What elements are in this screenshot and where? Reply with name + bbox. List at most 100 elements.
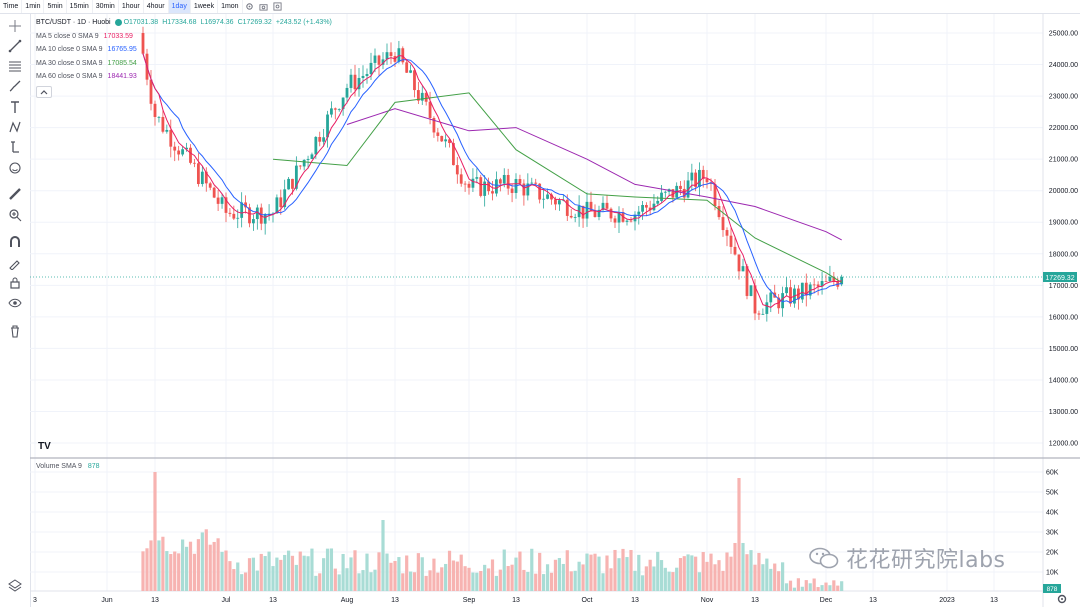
tf-5min[interactable]: 5min	[44, 0, 67, 13]
volume-bar	[656, 551, 660, 591]
candle-body	[373, 55, 377, 63]
volume-bar	[542, 574, 546, 591]
last-volume-label: 878	[1047, 586, 1058, 593]
text-icon[interactable]	[7, 99, 23, 115]
candle-body	[733, 246, 737, 255]
volume-bar	[447, 550, 452, 591]
tf-1week[interactable]: 1week	[191, 0, 219, 13]
tf-1hour[interactable]: 1hour	[119, 0, 144, 13]
volume-bar	[455, 561, 459, 591]
volume-bar	[581, 564, 585, 591]
emoji-icon[interactable]	[7, 160, 23, 176]
measure-icon[interactable]	[7, 139, 23, 155]
ohlc-row: BTC/USDT · 1D · Huobi O17031.38 H17334.6…	[36, 16, 336, 30]
volume-bar	[436, 572, 440, 591]
candle-body	[656, 200, 660, 204]
volume-bar	[286, 550, 291, 591]
volume-bar	[192, 553, 197, 591]
candle-body	[534, 182, 538, 184]
candle-body	[648, 207, 652, 211]
fullscreen-icon[interactable]	[271, 0, 285, 13]
candle-body	[459, 174, 463, 184]
volume-bar	[290, 555, 295, 591]
price-tick-label: 13000.00	[1049, 409, 1078, 416]
zoom-in-icon[interactable]	[7, 207, 23, 223]
candle-body	[357, 77, 361, 90]
camera-icon[interactable]	[257, 0, 271, 13]
candle-body	[189, 147, 192, 163]
layers-icon[interactable]	[7, 577, 23, 593]
volume-bar	[177, 553, 181, 591]
candle-body	[345, 87, 349, 98]
ma5-legend[interactable]: MA 5 close 0 SMA 9 17033.59	[36, 30, 336, 44]
volume-bar	[318, 573, 322, 591]
volume-bar	[609, 568, 613, 591]
volume-bar	[577, 561, 581, 591]
time-tick-label: Aug	[341, 597, 354, 604]
candle-body	[369, 62, 373, 75]
tf-4hour[interactable]: 4hour	[144, 0, 169, 13]
timeframe-bar: Time 1min 5min 15min 30min 1hour 4hour 1…	[0, 0, 1080, 14]
ma30-legend[interactable]: MA 30 close 0 SMA 9 17085.54	[36, 57, 336, 71]
lock-icon[interactable]	[7, 275, 23, 291]
tf-15min[interactable]: 15min	[67, 0, 93, 13]
candle-body	[629, 220, 633, 222]
tf-1day[interactable]: 1day	[168, 0, 191, 13]
ma60-label: MA 60 close 0 SMA 9	[36, 73, 103, 80]
candle-body	[181, 149, 185, 155]
chart-settings-icon[interactable]	[243, 0, 257, 13]
volume-bar	[705, 561, 709, 591]
volume-bar	[267, 551, 271, 591]
low-value: L16974.36	[200, 19, 234, 26]
ma5-line	[142, 53, 842, 308]
candle-body	[455, 165, 459, 175]
trash-icon[interactable]	[7, 323, 23, 339]
candle-body	[585, 201, 589, 219]
time-tick-label: 13	[512, 597, 520, 604]
volume-bar	[749, 550, 753, 591]
volume-bar	[393, 561, 397, 591]
legend-collapse-button[interactable]	[36, 85, 52, 98]
volume-bar	[640, 575, 645, 591]
eye-icon[interactable]	[7, 295, 23, 311]
pencil-lock-icon[interactable]	[7, 255, 23, 271]
volume-bar	[329, 548, 334, 591]
ruler-icon[interactable]	[7, 186, 23, 202]
candle-body	[609, 208, 613, 219]
magnet-icon[interactable]	[7, 234, 23, 250]
trend-line-icon[interactable]	[7, 38, 23, 54]
time-tick-label: Jun	[101, 597, 112, 604]
volume-bar	[633, 570, 637, 591]
brush-icon[interactable]	[7, 78, 23, 94]
tf-1mon[interactable]: 1mon	[218, 0, 243, 13]
volume-bar	[675, 567, 679, 591]
volume-bar	[637, 554, 641, 591]
ma10-legend[interactable]: MA 10 close 0 SMA 9 16765.95	[36, 43, 336, 57]
volume-legend[interactable]: Volume SMA 9 878	[36, 463, 100, 470]
volume-bar	[773, 563, 777, 591]
candle-body	[141, 33, 145, 54]
volume-bar	[279, 559, 283, 591]
volume-bar	[240, 574, 244, 591]
pattern-icon[interactable]	[7, 119, 23, 135]
candle-body	[298, 165, 302, 167]
tf-1min[interactable]: 1min	[22, 0, 45, 13]
tf-30min[interactable]: 30min	[93, 0, 119, 13]
volume-bar	[169, 554, 173, 591]
symbol-title[interactable]: BTC/USDT · 1D · Huobi	[36, 19, 111, 26]
volume-bar	[502, 549, 506, 591]
volume-bar	[247, 558, 252, 591]
ma60-legend[interactable]: MA 60 close 0 SMA 9 18441.93	[36, 70, 336, 84]
crosshair-icon[interactable]	[7, 18, 23, 34]
candle-body	[220, 197, 224, 204]
tf-time[interactable]: Time	[0, 0, 23, 13]
volume-bar	[549, 572, 554, 591]
volume-bar	[659, 560, 664, 591]
market-status-icon	[114, 19, 122, 27]
candle-body	[601, 202, 605, 210]
volume-bar	[161, 536, 165, 591]
horizontal-lines-icon[interactable]	[7, 58, 23, 74]
volume-bar	[757, 552, 761, 591]
settings-gear-icon[interactable]	[1057, 594, 1067, 604]
